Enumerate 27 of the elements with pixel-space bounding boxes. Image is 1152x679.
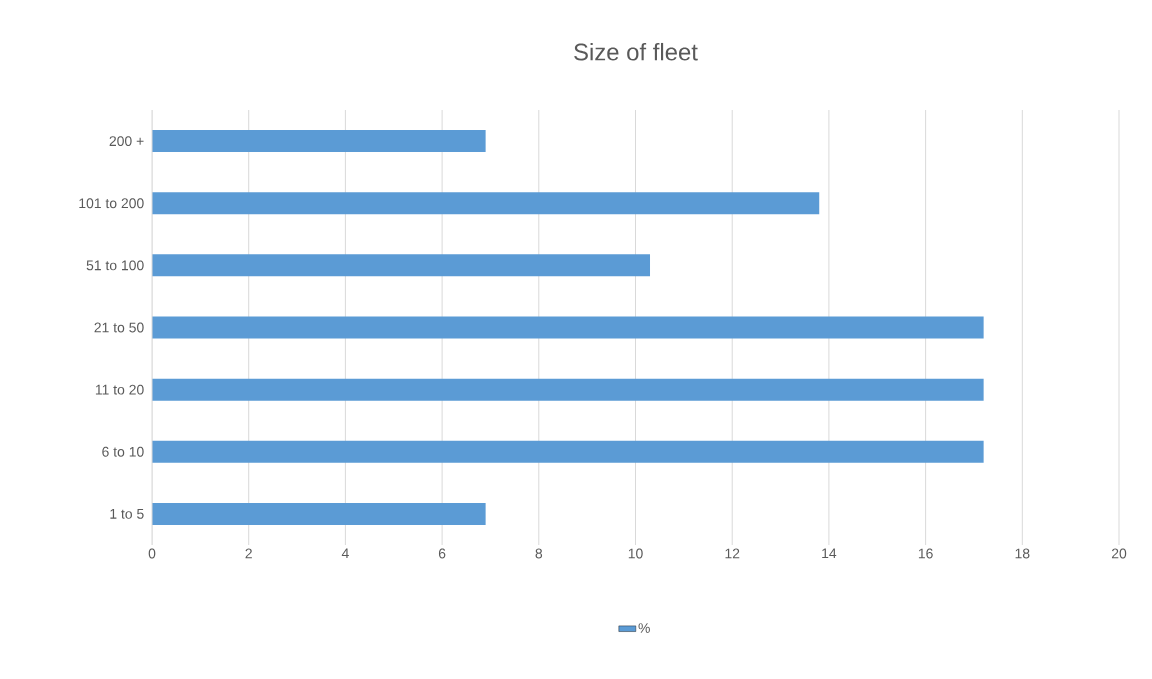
bar (152, 316, 984, 339)
y-tick-label: 51 to 100 (86, 260, 144, 271)
x-tick-label: 18 (1015, 548, 1030, 559)
x-tick-label: 8 (535, 548, 543, 559)
x-tick-label: 2 (245, 548, 252, 559)
x-tick-label: 10 (628, 548, 643, 559)
y-tick-label: 1 to 5 (110, 509, 144, 519)
bar (152, 502, 486, 525)
x-tick-label: 6 (438, 548, 446, 559)
legend-label: % (638, 623, 650, 633)
x-tick-label: 4 (341, 548, 349, 559)
y-tick-label: 6 to 10 (102, 446, 144, 457)
x-tick-label: 12 (725, 548, 740, 559)
x-tick-label: 0 (148, 548, 156, 559)
x-tick-label: 16 (918, 548, 933, 559)
bar (152, 192, 820, 215)
bar (152, 378, 984, 401)
y-tick-label: 200 + (109, 136, 144, 147)
y-tick-label: 21 to 50 (94, 322, 144, 333)
y-tick-label: 11 to 20 (95, 384, 144, 395)
chart-title: Size of fleet (574, 42, 698, 61)
bar (152, 440, 984, 463)
x-tick-label: 20 (1111, 548, 1127, 559)
bar (152, 254, 651, 277)
y-tick-label: 101 to 200 (79, 198, 144, 209)
bar (152, 130, 486, 153)
x-tick-label: 14 (822, 548, 837, 559)
